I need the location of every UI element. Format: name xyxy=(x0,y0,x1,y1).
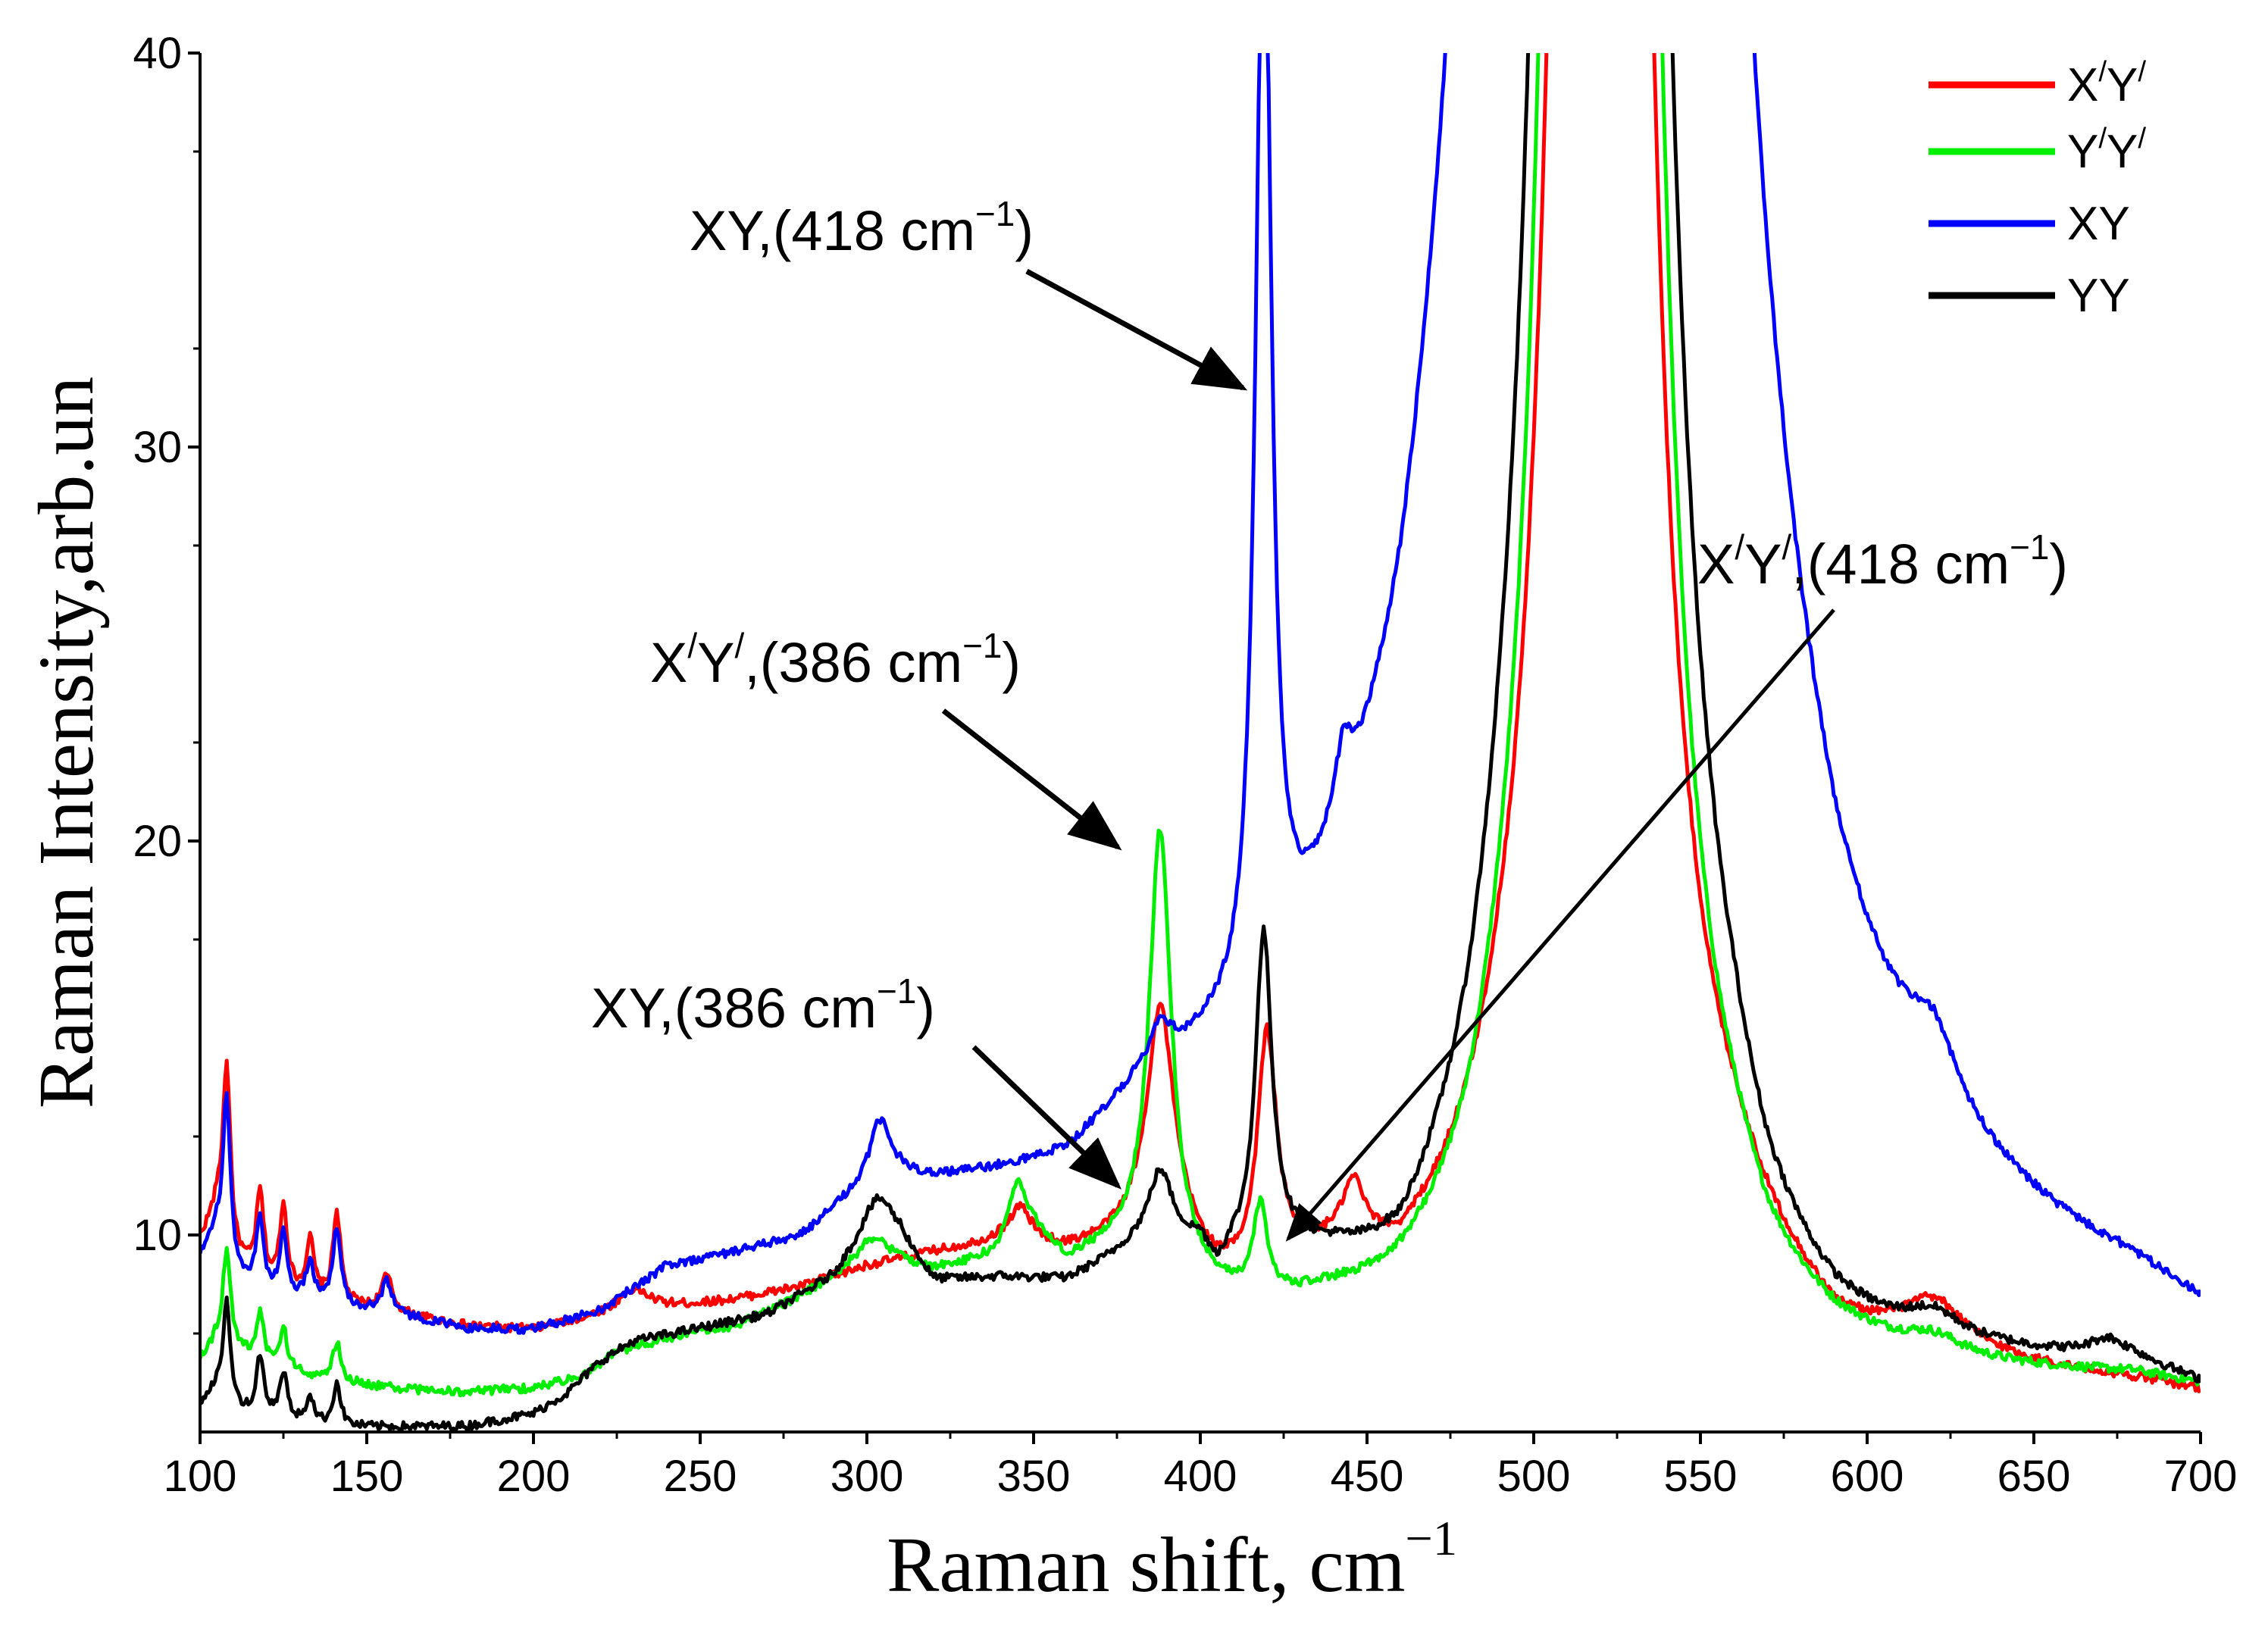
series-line-x-prime xyxy=(200,53,2201,1393)
legend-item-xpyp: X/Y/ xyxy=(1929,55,2146,111)
y-tick-label: 30 xyxy=(133,423,182,472)
annotation-xy-418: XY,(418 cm−1) xyxy=(690,194,1034,262)
y-ticks: 10 20 30 40 xyxy=(133,29,200,1335)
x-tick-label: 150 xyxy=(330,1452,404,1501)
x-tick-label: 450 xyxy=(1331,1452,1404,1501)
annotation-xy-386: XY,(386 cm−1) xyxy=(591,971,935,1040)
legend-label-yy: YY xyxy=(2067,270,2130,322)
y-axis-title: Raman Intensity,arb.un xyxy=(23,377,110,1109)
x-tick-label: 350 xyxy=(997,1452,1071,1501)
x-ticks: 100 150 200 250 300 350 400 450 500 550 600 650 700 xyxy=(164,1432,2238,1501)
annotation-xpyp-386: X/Y/,(386 cm−1) xyxy=(650,626,1021,694)
legend-label-xy: XY xyxy=(2067,198,2130,250)
x-axis-title: Raman shift, cm−1 xyxy=(887,1512,1457,1609)
series-line-yy xyxy=(200,53,2201,1432)
annotation-xpyp-418: X/Y/,(418 cm−1) xyxy=(1697,527,2068,596)
x-tick-label: 700 xyxy=(2164,1452,2238,1501)
x-tick-label: 250 xyxy=(664,1452,737,1501)
annotation-arrow-xy-418 xyxy=(1025,268,1248,391)
legend-item-yy: YY xyxy=(1929,270,2130,322)
series-line-y-prime xyxy=(200,53,2201,1398)
x-tick-label: 550 xyxy=(1664,1452,1738,1501)
legend-item-ypyp: Y/Y/ xyxy=(1929,122,2146,178)
x-tick-label: 650 xyxy=(1997,1452,2071,1501)
legend-label-xpyp: X/Y/ xyxy=(2067,55,2146,111)
annotation-arrow-xpyp-386 xyxy=(941,708,1122,851)
legend: X/Y/ Y/Y/ XY YY xyxy=(1929,55,2146,322)
y-tick-label: 10 xyxy=(133,1211,182,1260)
x-tick-label: 500 xyxy=(1497,1452,1571,1501)
legend-item-xy: XY xyxy=(1929,198,2130,250)
y-tick-label: 20 xyxy=(133,817,182,866)
annotation-arrow-xpyp-418 xyxy=(1285,608,1835,1242)
x-tick-label: 400 xyxy=(1164,1452,1237,1501)
annotation-arrow-xy-386 xyxy=(971,1045,1122,1190)
series-layer xyxy=(200,53,2201,1432)
x-tick-label: 100 xyxy=(164,1452,237,1501)
x-tick-label: 600 xyxy=(1831,1452,1904,1501)
legend-label-ypyp: Y/Y/ xyxy=(2067,122,2146,178)
x-tick-label: 200 xyxy=(497,1452,571,1501)
annotations: XY,(418 cm−1) X/Y/,(386 cm−1) XY,(386 cm… xyxy=(591,194,2068,1242)
series-line-xy xyxy=(200,53,2201,1335)
x-tick-label: 300 xyxy=(831,1452,904,1501)
y-tick-label: 40 xyxy=(133,29,182,78)
